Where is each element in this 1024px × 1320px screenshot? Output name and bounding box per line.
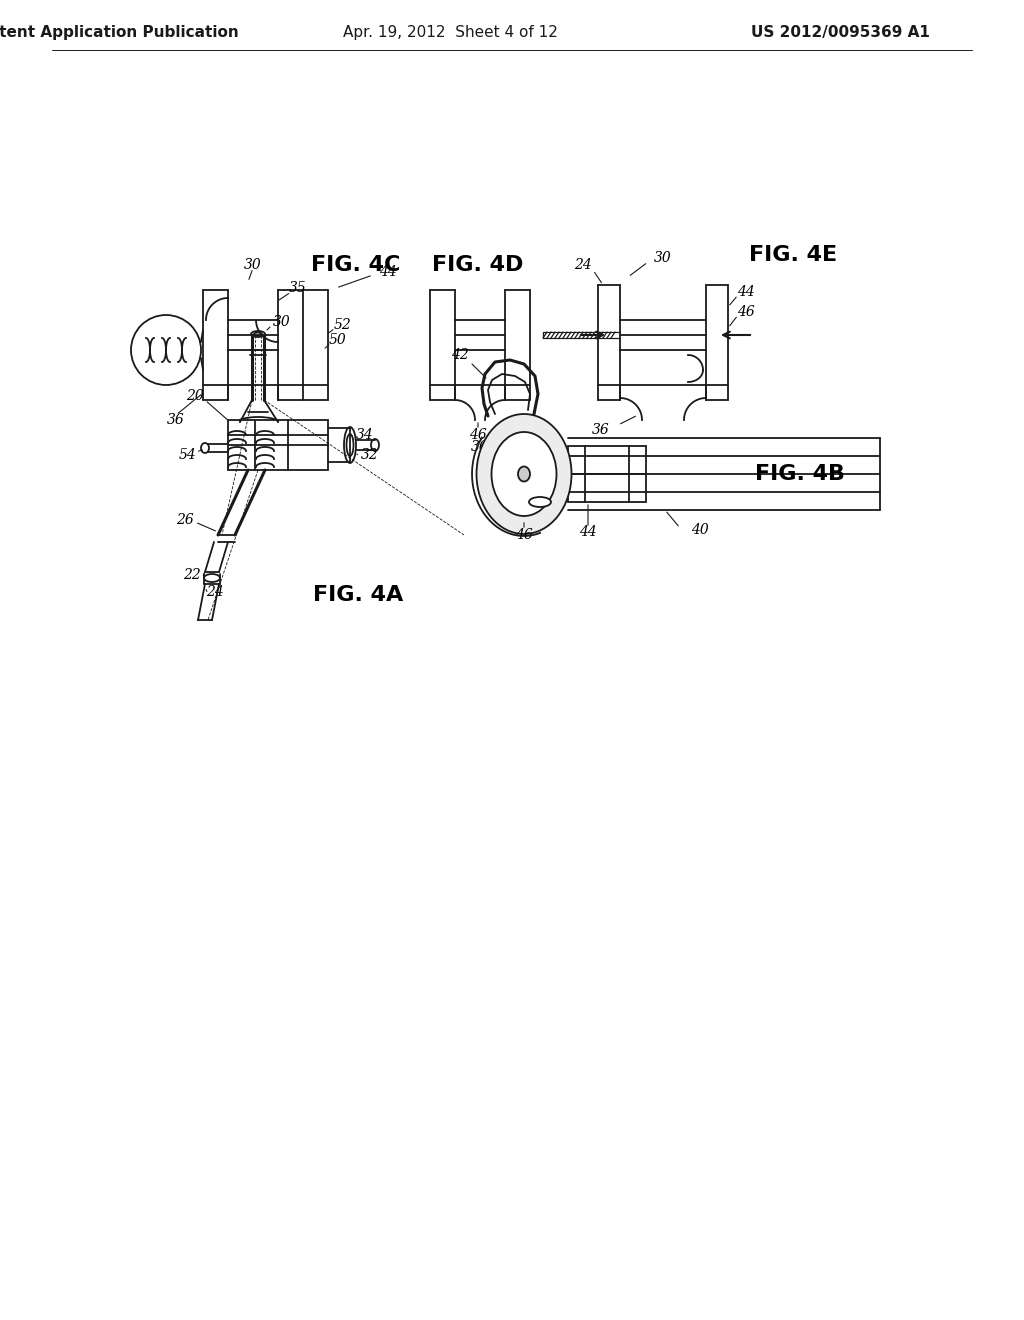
- Text: 30: 30: [244, 257, 262, 272]
- Text: 46: 46: [515, 528, 532, 543]
- Text: 54: 54: [179, 447, 197, 462]
- Text: 46: 46: [737, 305, 755, 319]
- Bar: [568, 446, 646, 502]
- Ellipse shape: [204, 574, 220, 582]
- Text: 36: 36: [592, 422, 610, 437]
- Text: 44: 44: [580, 525, 597, 539]
- Text: FIG. 4C: FIG. 4C: [311, 255, 400, 275]
- Text: FIG. 4E: FIG. 4E: [749, 246, 837, 265]
- Text: 36: 36: [167, 413, 185, 426]
- Text: 26: 26: [176, 513, 194, 527]
- Text: 34: 34: [356, 428, 374, 442]
- Ellipse shape: [251, 331, 265, 337]
- Text: 52: 52: [334, 318, 352, 333]
- Text: FIG. 4D: FIG. 4D: [432, 255, 523, 275]
- Text: US 2012/0095369 A1: US 2012/0095369 A1: [751, 25, 930, 40]
- Ellipse shape: [518, 466, 530, 482]
- Text: 44: 44: [737, 285, 755, 300]
- Ellipse shape: [254, 333, 262, 335]
- Text: 50: 50: [329, 333, 347, 347]
- Ellipse shape: [371, 440, 379, 451]
- Text: Apr. 19, 2012  Sheet 4 of 12: Apr. 19, 2012 Sheet 4 of 12: [343, 25, 557, 40]
- Text: 24: 24: [206, 585, 224, 599]
- Text: FIG. 4B: FIG. 4B: [755, 465, 845, 484]
- Text: 46: 46: [469, 428, 486, 442]
- Ellipse shape: [344, 426, 356, 463]
- Text: 30: 30: [273, 315, 291, 329]
- Text: 22: 22: [183, 568, 201, 582]
- Text: 30: 30: [654, 251, 672, 265]
- Text: 24: 24: [574, 257, 592, 272]
- Text: FIG. 4A: FIG. 4A: [313, 585, 403, 605]
- Ellipse shape: [492, 432, 556, 516]
- Text: 44: 44: [379, 265, 397, 279]
- Text: 40: 40: [691, 523, 709, 537]
- Text: 20: 20: [186, 389, 204, 403]
- Text: 32: 32: [361, 447, 379, 462]
- Ellipse shape: [201, 444, 209, 453]
- Text: 35: 35: [289, 281, 307, 294]
- Ellipse shape: [476, 414, 571, 535]
- Circle shape: [131, 315, 201, 385]
- Text: 36: 36: [471, 440, 488, 454]
- Ellipse shape: [238, 417, 278, 426]
- Ellipse shape: [346, 434, 353, 455]
- Bar: [228, 420, 328, 470]
- Text: 42: 42: [452, 348, 469, 362]
- Ellipse shape: [529, 498, 551, 507]
- Text: Patent Application Publication: Patent Application Publication: [0, 25, 239, 40]
